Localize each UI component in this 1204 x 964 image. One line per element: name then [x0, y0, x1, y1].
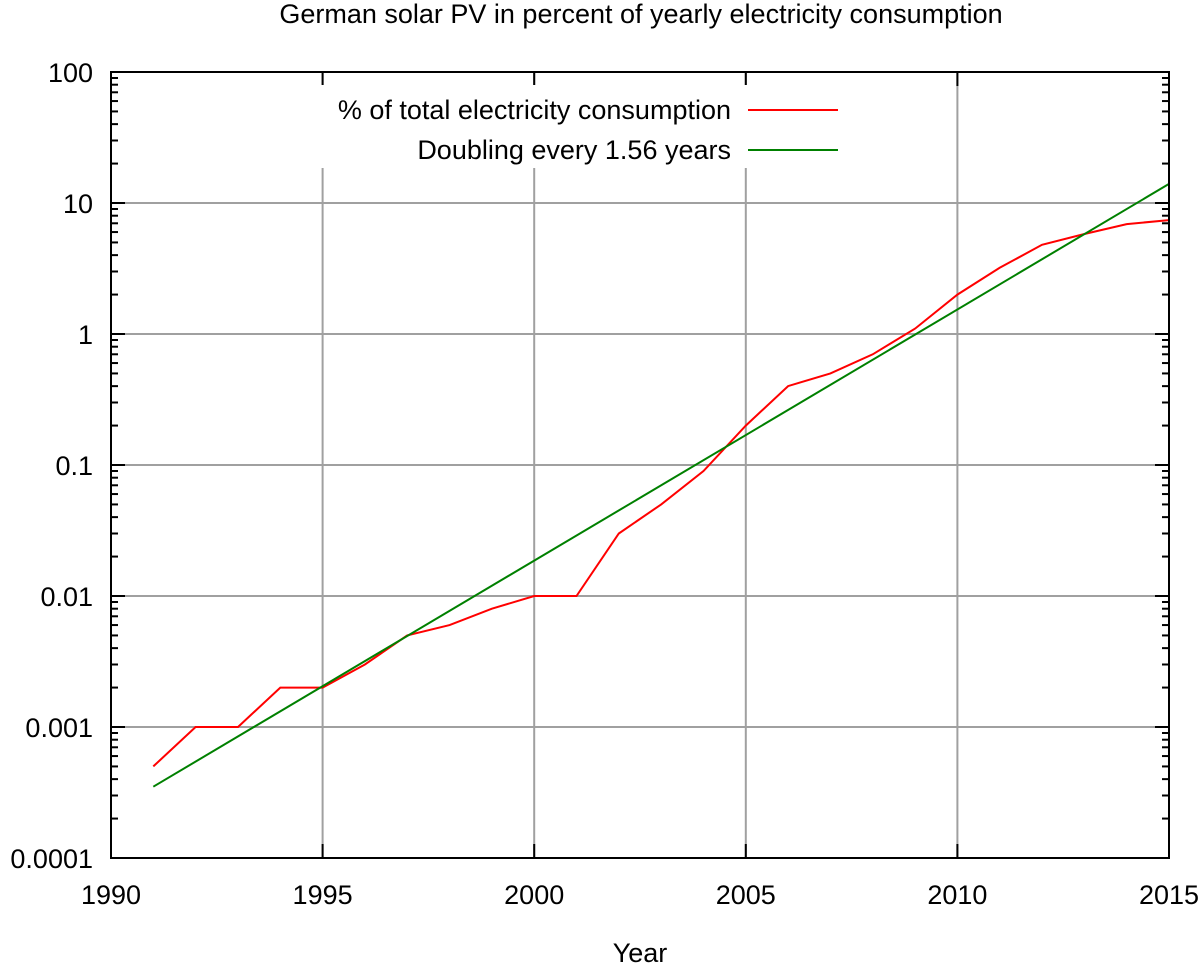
plot-frame — [110, 71, 1170, 859]
chart-title: German solar PV in percent of yearly ele… — [279, 0, 1002, 29]
y-tick-label: 0.1 — [55, 451, 93, 481]
legend: % of total electricity consumption Doubli… — [338, 95, 838, 165]
legend-label: Doubling every 1.56 years — [417, 135, 731, 165]
y-tick-label: 0.001 — [25, 713, 93, 743]
y-tick-label: 0.01 — [40, 582, 93, 612]
x-tick-label: 1995 — [293, 880, 353, 910]
x-tick-label: 2000 — [504, 880, 564, 910]
x-tick-label: 2015 — [1139, 880, 1199, 910]
x-axis-label: Year — [613, 938, 668, 964]
series-line-2 — [152, 183, 1170, 788]
y-tick-labels: 0.0001 0.001 0.01 0.1 1 10 100 — [10, 58, 93, 874]
y-tick-label: 10 — [63, 189, 93, 219]
y-tick-label: 0.0001 — [10, 844, 93, 874]
series — [152, 183, 1170, 788]
x-tick-labels: 1990 1995 2000 2005 2010 2015 — [81, 880, 1199, 910]
legend-background — [262, 85, 852, 168]
x-tick-label: 2010 — [927, 880, 987, 910]
x-tick-label: 2005 — [716, 880, 776, 910]
x-tick-label: 1990 — [81, 880, 141, 910]
y-tick-label: 100 — [48, 58, 93, 88]
series-line-1 — [152, 219, 1170, 768]
y-tick-label: 1 — [78, 320, 93, 350]
legend-label: % of total electricity consumption — [338, 95, 731, 125]
grid — [111, 72, 1169, 858]
